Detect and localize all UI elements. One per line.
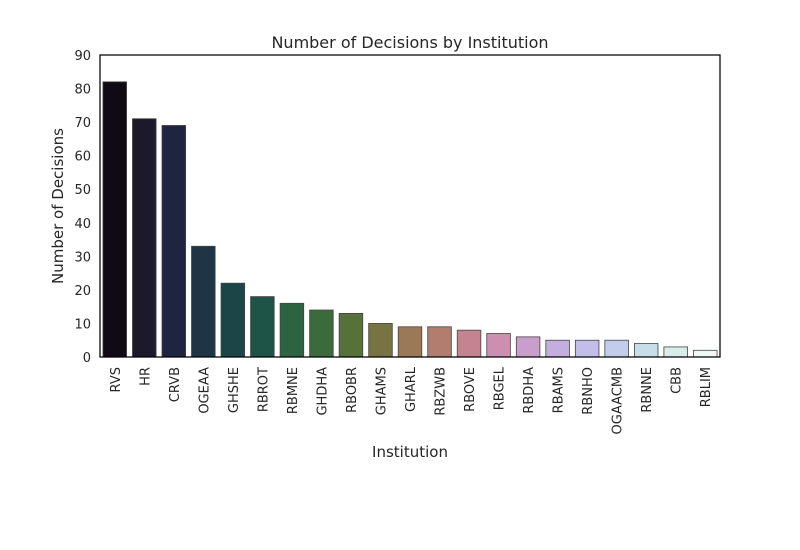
x-tick-label: RBZWB <box>434 367 449 416</box>
y-tick-label: 10 <box>74 317 91 332</box>
x-tick-label: RBROT <box>256 367 271 412</box>
bar-rbnne <box>633 343 659 358</box>
x-tick-label: RVS <box>109 367 124 392</box>
y-tick-label: 90 <box>74 49 91 64</box>
bar-rbove <box>456 329 482 358</box>
y-tick-label: 0 <box>83 351 91 366</box>
y-axis-label: Number of Decisions <box>49 128 67 284</box>
x-tick-label: RBOBR <box>345 367 360 413</box>
x-tick-label: HR <box>138 367 153 386</box>
bar-rbrot <box>250 296 275 358</box>
x-tick-label: GHAMS <box>374 367 389 415</box>
bar-cbb <box>663 346 688 358</box>
bar-rbams <box>545 339 570 358</box>
bar-rbnho <box>574 339 600 358</box>
x-tick-label: RBNHO <box>581 367 596 415</box>
y-tick-label: 70 <box>74 116 91 131</box>
y-tick-label: 60 <box>74 150 91 165</box>
x-tick-label: CBB <box>670 367 685 394</box>
x-tick-label: RBGEL <box>493 366 508 410</box>
bar-hr <box>132 118 157 358</box>
bar-rbobr <box>338 312 364 358</box>
x-tick-label: RBNNE <box>640 367 655 413</box>
bar-ghams <box>368 323 393 358</box>
bar-rbdha <box>515 336 541 358</box>
bar-rbmne <box>279 302 305 358</box>
bar-rvs <box>102 81 127 358</box>
bar-crvb <box>161 125 187 358</box>
x-tick-label: GHSHE <box>227 367 242 413</box>
x-tick-label: CRVB <box>168 367 183 402</box>
y-tick-label: 30 <box>74 250 91 265</box>
bars-group <box>102 81 718 358</box>
plot-frame <box>99 54 721 358</box>
y-axis-ticks: 0 10 20 30 40 50 60 70 80 90 <box>74 49 91 366</box>
x-tick-label: RBOVE <box>463 367 478 412</box>
x-tick-label: GHDHA <box>315 367 330 416</box>
bar-ogaacmb <box>604 339 629 358</box>
y-tick-label: 40 <box>74 217 91 232</box>
y-tick-label: 50 <box>74 183 91 198</box>
bar-rblim <box>693 349 718 358</box>
x-tick-label: RBDHA <box>522 367 537 414</box>
x-tick-label: RBAMS <box>552 367 567 413</box>
x-tick-label: OGAACMB <box>611 367 626 434</box>
x-tick-label: RBMNE <box>286 367 301 414</box>
bar-gharl <box>397 326 423 358</box>
bar-ghshe <box>220 282 246 358</box>
bar-rbgel <box>486 333 511 358</box>
x-axis-label: Institution <box>372 443 448 461</box>
x-axis-ticks: RVS HR CRVB OGEAA GHSHE RBROT RBMNE GHDHA RBOBR G… <box>109 366 714 434</box>
x-tick-label: GHARL <box>404 366 419 412</box>
x-tick-label: OGEAA <box>197 367 212 414</box>
chart-title: Number of Decisions by Institution <box>271 33 548 52</box>
bar-rbzwb <box>427 326 452 358</box>
y-tick-label: 20 <box>74 284 91 299</box>
y-tick-label: 80 <box>74 83 91 98</box>
x-tick-label: RBLIM <box>699 367 714 407</box>
bar-ghdha <box>309 309 334 358</box>
bar-ogeaa <box>191 245 216 358</box>
